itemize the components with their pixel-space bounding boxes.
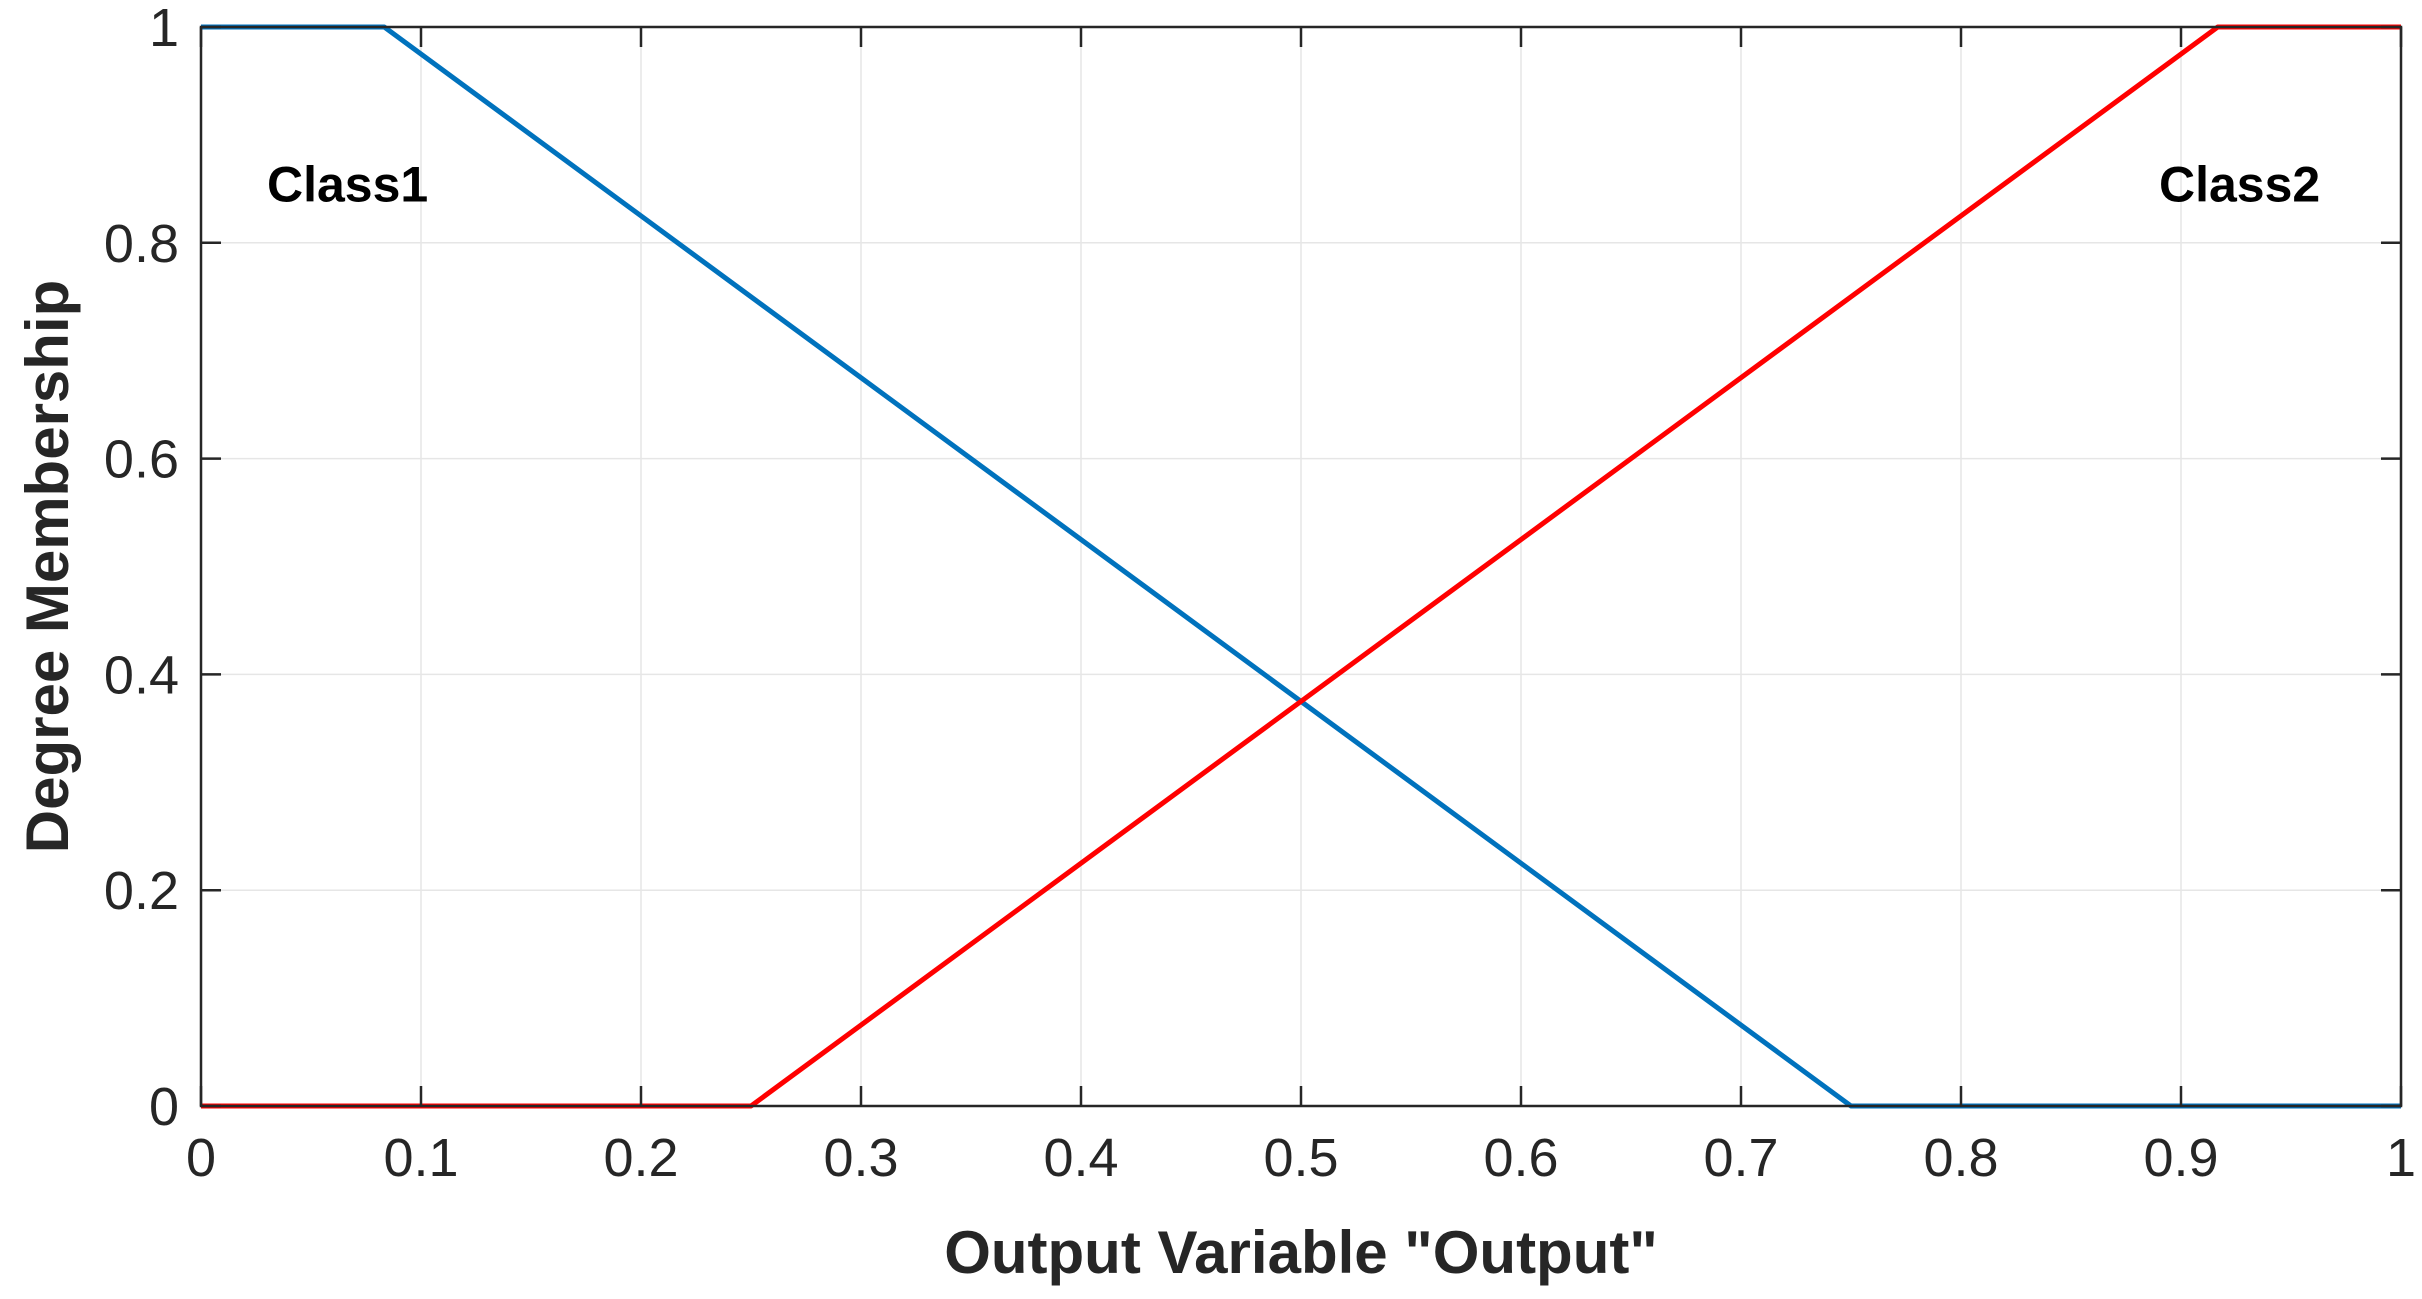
x-tick-label: 0.7 [1703, 1128, 1778, 1188]
x-tick-label: 0.4 [1043, 1128, 1118, 1188]
y-tick-label: 0.2 [104, 861, 179, 921]
series-label-class2: Class2 [2159, 156, 2320, 212]
y-tick-label: 0.8 [104, 214, 179, 274]
y-axis-title: Degree Membership [14, 280, 81, 854]
x-axis-ticks: 0 0.1 0.2 0.3 0.4 0.5 0.6 0.7 0.8 0.9 1 [186, 27, 2416, 1188]
y-tick-label: 0.6 [104, 430, 179, 490]
x-tick-label: 0.1 [383, 1128, 458, 1188]
x-axis-title: Output Variable "Output" [944, 1219, 1658, 1286]
y-tick-label: 1 [149, 0, 179, 58]
x-tick-label: 0.6 [1483, 1128, 1558, 1188]
x-tick-label: 1 [2386, 1128, 2416, 1188]
y-tick-label: 0 [149, 1077, 179, 1137]
series-annotations: Class1 Class2 [267, 156, 2320, 212]
y-axis-ticks: 0 0.2 0.4 0.6 0.8 1 [104, 0, 2401, 1137]
x-tick-label: 0.8 [1923, 1128, 1998, 1188]
x-tick-label: 0 [186, 1128, 216, 1188]
x-tick-label: 0.3 [823, 1128, 898, 1188]
y-tick-label: 0.4 [104, 645, 179, 705]
x-tick-label: 0.2 [603, 1128, 678, 1188]
series-label-class1: Class1 [267, 156, 428, 212]
x-tick-label: 0.9 [2143, 1128, 2218, 1188]
x-tick-label: 0.5 [1263, 1128, 1338, 1188]
